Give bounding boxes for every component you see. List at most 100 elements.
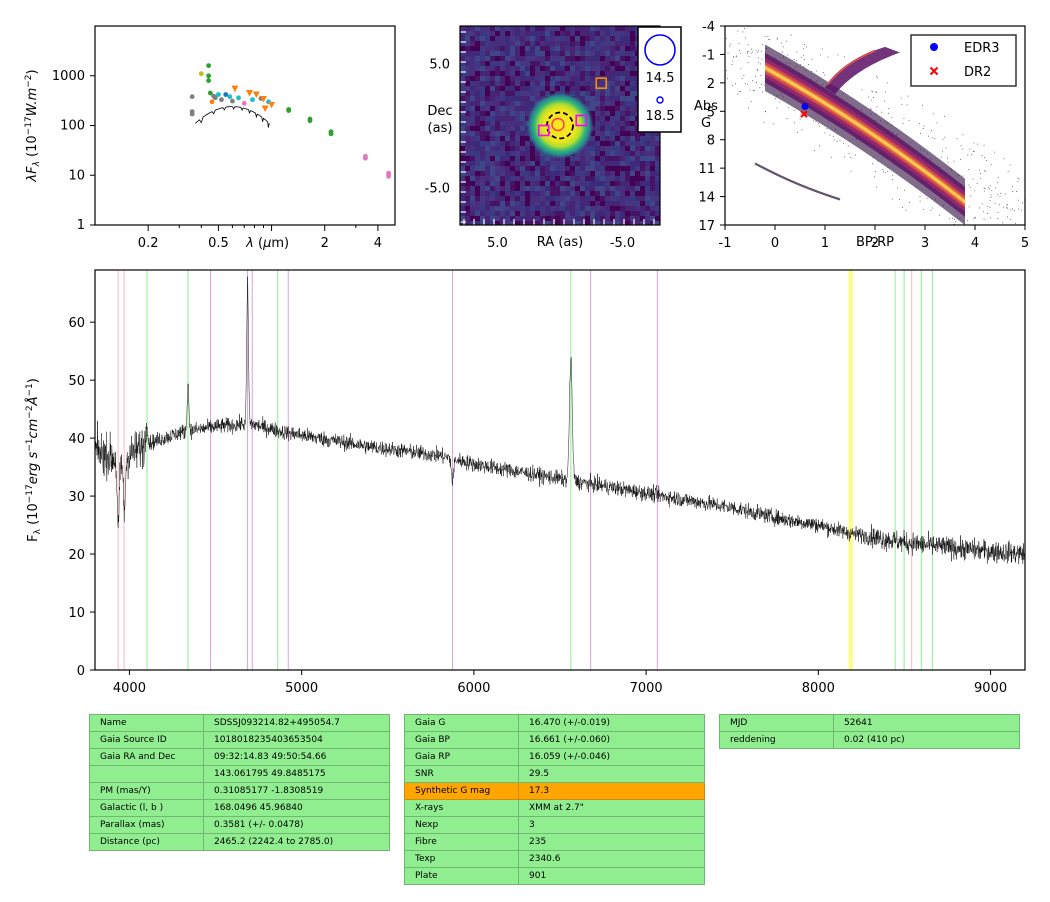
image-pixel xyxy=(605,91,610,96)
image-pixel xyxy=(585,186,590,191)
image-pixel xyxy=(630,46,635,51)
image-pixel xyxy=(590,81,595,86)
image-pixel xyxy=(485,36,490,41)
hrd-bg-star xyxy=(954,219,955,220)
source-marker xyxy=(575,114,588,127)
hrd-bg-star xyxy=(725,38,727,40)
image-pixel xyxy=(460,46,465,51)
image-pixel xyxy=(590,191,595,196)
legend-circle-small xyxy=(656,96,664,104)
hrd-bg-star xyxy=(892,179,893,180)
image-pixel xyxy=(640,146,645,151)
image-pixel xyxy=(575,156,580,161)
image-pixel xyxy=(475,131,480,136)
image-pixel xyxy=(480,46,485,51)
giant-branch-density xyxy=(825,46,900,95)
image-pixel xyxy=(505,151,510,156)
image-pixel xyxy=(530,156,535,161)
image-pixel xyxy=(530,221,535,225)
image-pixel xyxy=(535,36,540,41)
image-pixel xyxy=(500,26,505,31)
hrd-bg-star xyxy=(763,121,765,123)
image-pixel xyxy=(620,96,625,101)
image-pixel xyxy=(460,56,465,61)
image-pixel xyxy=(485,56,490,61)
table-row: MJD 52641 xyxy=(719,714,1020,732)
hrd-bg-star xyxy=(744,28,745,30)
hrd-bg-star xyxy=(909,201,911,203)
image-pixel xyxy=(460,41,465,46)
image-pixel xyxy=(645,216,650,221)
image-pixel xyxy=(465,176,470,181)
image-pixel xyxy=(475,116,480,121)
image-pixel xyxy=(530,181,535,186)
hrd-bg-star xyxy=(817,123,819,125)
image-pixel xyxy=(460,111,465,116)
tick-label: -1 xyxy=(702,48,715,63)
image-x-axis-label: RA (as) xyxy=(537,235,583,250)
hrd-bg-star xyxy=(799,118,801,120)
image-pixel xyxy=(580,31,585,36)
image-pixel xyxy=(620,191,625,196)
image-pixel xyxy=(470,81,475,86)
image-pixel xyxy=(590,86,595,91)
image-pixel xyxy=(480,71,485,76)
image-pixel xyxy=(560,66,565,71)
image-pixel xyxy=(535,76,540,81)
legend-label-dr2: DR2 xyxy=(964,65,991,80)
image-pixel xyxy=(605,141,610,146)
image-pixel xyxy=(620,111,625,116)
image-pixel xyxy=(525,106,530,111)
sed-model-line xyxy=(195,106,270,128)
image-pixel xyxy=(465,216,470,221)
image-pixel xyxy=(515,121,520,126)
hrd-bg-star xyxy=(747,62,749,63)
image-pixel xyxy=(605,46,610,51)
image-pixel xyxy=(520,41,525,46)
tick-label: 4 xyxy=(374,236,382,251)
image-pixel xyxy=(520,126,525,131)
hrd-bg-star xyxy=(883,171,884,173)
hrd-bg-star xyxy=(982,211,984,213)
image-pixel xyxy=(560,61,565,66)
image-pixel xyxy=(565,51,570,56)
image-pixel xyxy=(475,171,480,176)
hrd-bg-star xyxy=(922,128,924,129)
image-pixel xyxy=(625,51,630,56)
image-pixel xyxy=(500,41,505,46)
image-pixel xyxy=(595,51,600,56)
image-pixel xyxy=(560,76,565,81)
image-pixel xyxy=(630,91,635,96)
image-pixel xyxy=(460,91,465,96)
image-pixel xyxy=(500,206,505,211)
image-pixel xyxy=(650,216,655,221)
image-pixel xyxy=(560,196,565,201)
image-pixel xyxy=(510,186,515,191)
hrd-bg-star xyxy=(725,70,727,72)
image-pixel xyxy=(590,96,595,101)
image-pixel xyxy=(605,81,610,86)
image-pixel xyxy=(470,171,475,176)
image-pixel xyxy=(515,81,520,86)
sed-point xyxy=(207,90,213,96)
hrd-bg-star xyxy=(1022,202,1024,204)
image-pixel xyxy=(565,46,570,51)
image-pixel xyxy=(610,106,615,111)
image-pixel xyxy=(520,66,525,71)
image-pixel xyxy=(575,56,580,61)
hrd-bg-star xyxy=(926,197,928,199)
hrd-bg-star xyxy=(932,113,934,115)
image-pixel xyxy=(585,26,590,31)
image-pixel xyxy=(525,176,530,181)
image-pixel xyxy=(575,41,580,46)
hrd-bg-star xyxy=(1009,164,1011,166)
image-pixel xyxy=(655,156,660,161)
image-pixel xyxy=(590,76,595,81)
image-pixel xyxy=(495,151,500,156)
image-pixel xyxy=(475,106,480,111)
image-pixel xyxy=(590,61,595,66)
image-pixel xyxy=(535,66,540,71)
image-pixel xyxy=(535,56,540,61)
table-row: Texp 2340.6 xyxy=(404,850,705,868)
image-pixel xyxy=(470,96,475,101)
